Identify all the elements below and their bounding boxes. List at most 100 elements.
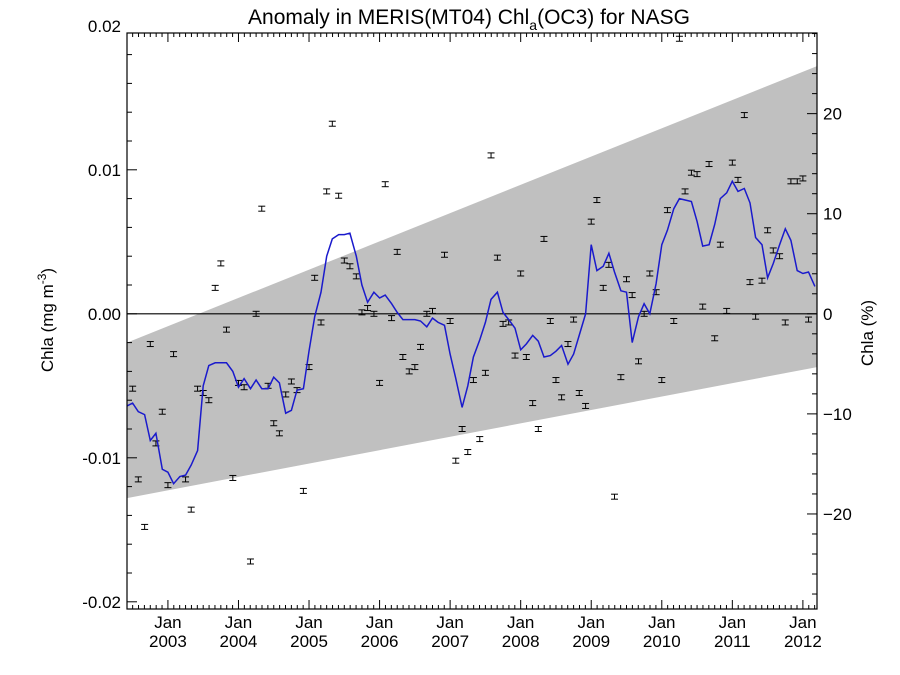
error-bar-point: [769, 247, 777, 254]
error-bar-point: [587, 218, 595, 225]
error-bar-point: [222, 326, 230, 333]
y-tick-label-left: 0.02: [88, 17, 121, 36]
y-axis-right: 20 10 0 −10 −20: [807, 33, 852, 595]
error-bar-point: [340, 257, 348, 264]
y-axis-left: 0.02 0.01 0.00 -0.01 -0.02: [82, 17, 137, 612]
error-bar-point: [752, 313, 760, 320]
error-bar-point: [599, 284, 607, 291]
error-bar-point: [411, 364, 419, 371]
error-bar-point: [781, 319, 789, 326]
x-tick-year: 2011: [714, 632, 751, 651]
error-bar-point: [540, 235, 548, 242]
error-bar-point: [317, 319, 325, 326]
error-bar-point: [493, 254, 501, 261]
error-bar-point: [328, 120, 336, 127]
error-bar-point: [723, 307, 731, 314]
error-bar-point: [746, 279, 754, 286]
x-tick-year: 2012: [784, 632, 822, 651]
error-bar-point: [681, 188, 689, 195]
y-tick-label-right: −10: [823, 405, 852, 424]
error-bar-point: [793, 178, 801, 185]
chart-title: Anomaly in MERIS(MT04) Chla(OC3) for NAS…: [248, 6, 690, 33]
error-bar-point: [393, 248, 401, 255]
error-bar-point: [611, 493, 619, 500]
error-bar-point: [323, 188, 331, 195]
error-bar-point: [481, 369, 489, 376]
error-bar-point: [476, 436, 484, 443]
error-bar-point: [187, 506, 195, 513]
x-tick-year: 2009: [572, 632, 610, 651]
error-bar-point: [252, 310, 260, 317]
error-bar-point: [658, 377, 666, 384]
error-bar-point: [740, 112, 748, 119]
y-tick-label-right: 20: [823, 105, 842, 124]
y-tick-label-right: 0: [823, 305, 832, 324]
x-tick-month: Jan: [719, 613, 746, 632]
error-bar-point: [546, 318, 554, 324]
error-bar-point: [458, 426, 466, 432]
x-tick-month: Jan: [578, 613, 605, 632]
x-axis: Jan2003Jan2004Jan2005Jan2006Jan2007Jan20…: [132, 33, 822, 651]
error-bar-point: [205, 397, 213, 404]
error-bar-point: [617, 374, 625, 381]
error-bar-point: [452, 457, 460, 464]
error-bar-point: [663, 207, 671, 214]
error-bar-point: [229, 474, 237, 481]
x-tick-year: 2008: [502, 632, 540, 651]
error-bar-point: [805, 316, 813, 323]
error-bar-point: [711, 335, 719, 342]
error-bar-point: [164, 482, 172, 489]
error-bar-point: [376, 379, 384, 386]
error-bar-point: [428, 307, 436, 314]
error-bar-point: [705, 161, 713, 168]
error-bar-point: [352, 273, 360, 280]
error-bar-point: [558, 394, 566, 401]
error-bar-point: [440, 251, 448, 258]
y-tick-label-left: 0.00: [88, 305, 121, 324]
error-bar-point: [593, 197, 601, 204]
error-bar-point: [640, 310, 648, 317]
error-bar-point: [364, 305, 372, 312]
x-tick-month: Jan: [648, 613, 675, 632]
error-bar-point: [716, 241, 724, 248]
error-bar-point: [564, 341, 572, 348]
error-bar-point: [358, 309, 366, 316]
error-bar-point: [423, 310, 431, 317]
y-tick-label-left: 0.01: [88, 161, 121, 180]
error-bar-point: [217, 260, 225, 267]
x-tick-year: 2005: [290, 632, 328, 651]
x-tick-month: Jan: [154, 613, 181, 632]
error-bar-point: [517, 270, 525, 277]
error-bar-point: [734, 176, 742, 183]
error-bar-point: [469, 377, 477, 384]
error-bar-point: [446, 318, 454, 324]
error-bar-point: [522, 354, 530, 360]
error-bar-point: [158, 408, 166, 415]
error-bar-point: [799, 175, 807, 182]
error-bar-point: [370, 310, 378, 317]
error-bar-point: [670, 318, 678, 324]
y-tick-label-left: -0.02: [82, 593, 121, 612]
error-bar-point: [416, 343, 424, 350]
error-bar-point: [388, 315, 396, 322]
error-bar-point: [570, 316, 578, 323]
error-bar-point: [182, 476, 190, 483]
error-bar-point: [552, 377, 560, 384]
error-bar-point: [270, 420, 278, 427]
y-axis-left-label: Chla (mg m-3): [35, 268, 57, 372]
error-bar-point: [728, 159, 736, 166]
error-bar-point: [129, 385, 137, 392]
error-bar-point: [299, 487, 307, 494]
x-tick-month: Jan: [789, 613, 816, 632]
error-bar-point: [693, 171, 701, 178]
x-tick-year: 2003: [149, 632, 187, 651]
error-bar-point: [529, 400, 537, 407]
error-bar-point: [311, 274, 319, 281]
series-line: [126, 179, 816, 486]
x-tick-year: 2006: [361, 632, 399, 651]
x-tick-month: Jan: [366, 613, 393, 632]
error-bar-point: [699, 303, 707, 310]
error-bar-point: [511, 352, 519, 359]
x-tick-month: Jan: [436, 613, 463, 632]
